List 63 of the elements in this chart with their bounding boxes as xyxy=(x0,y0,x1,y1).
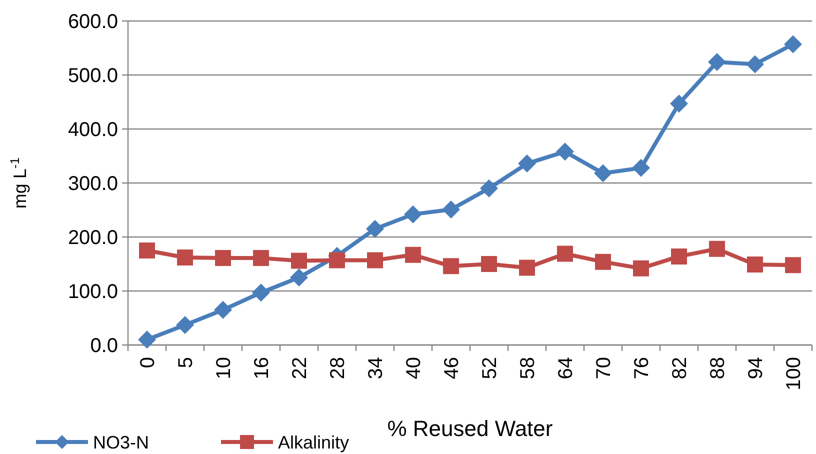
y-tick-label: 400.0 xyxy=(68,119,118,141)
point xyxy=(329,252,345,268)
point xyxy=(481,256,497,272)
point xyxy=(480,179,498,198)
y-tick-label: 100.0 xyxy=(68,281,118,303)
point xyxy=(518,154,536,173)
point xyxy=(138,330,156,349)
point xyxy=(253,250,269,266)
y-tick-label: 600.0 xyxy=(68,11,118,33)
point xyxy=(595,254,611,270)
x-tick-label: 52 xyxy=(479,357,501,380)
legend-label: Alkalinity xyxy=(278,432,350,452)
point xyxy=(291,252,307,269)
point xyxy=(785,257,801,274)
point xyxy=(708,53,726,72)
point xyxy=(252,284,270,302)
point xyxy=(784,35,802,54)
x-axis-title: % Reused Water xyxy=(387,416,553,441)
point xyxy=(177,250,193,266)
point xyxy=(709,240,725,257)
x-tick-label: 88 xyxy=(707,357,729,380)
point xyxy=(519,260,535,276)
y-tick-label: 300.0 xyxy=(68,173,118,195)
x-tick-label: 100 xyxy=(783,357,805,390)
legend-label: NO3-N xyxy=(93,432,150,452)
x-tick-label: 76 xyxy=(631,357,653,380)
point xyxy=(139,242,155,258)
point xyxy=(404,205,422,224)
point xyxy=(670,94,688,113)
point xyxy=(633,260,649,276)
point xyxy=(405,246,421,263)
point xyxy=(632,158,650,177)
x-tick-label: 40 xyxy=(403,357,425,380)
x-tick-label: 94 xyxy=(745,357,767,380)
x-tick-label: 28 xyxy=(327,357,349,380)
point xyxy=(557,246,573,262)
x-tick-label: 16 xyxy=(251,357,273,380)
point xyxy=(443,258,459,274)
x-tick-label: 82 xyxy=(669,357,691,380)
x-tick-label: 46 xyxy=(441,357,463,380)
point xyxy=(442,200,460,218)
x-tick-label: 10 xyxy=(213,357,235,380)
x-tick-label: 70 xyxy=(593,357,615,380)
x-tick-label: 34 xyxy=(365,357,387,380)
x-tick-label: 22 xyxy=(289,357,311,380)
point xyxy=(366,220,384,238)
point xyxy=(367,252,383,268)
point xyxy=(214,300,232,319)
point xyxy=(215,250,231,266)
point xyxy=(747,256,763,273)
point xyxy=(671,248,687,264)
point xyxy=(594,164,612,182)
x-tick-label: 5 xyxy=(175,357,197,368)
y-tick-label: 200.0 xyxy=(68,227,118,249)
y-tick-label: 500.0 xyxy=(68,65,118,87)
point xyxy=(746,55,764,74)
x-tick-label: 58 xyxy=(517,357,539,380)
point xyxy=(176,316,194,334)
x-tick-label: 64 xyxy=(555,357,577,380)
y-tick-label: 0.0 xyxy=(90,335,118,357)
point xyxy=(556,142,574,161)
point xyxy=(290,268,308,286)
x-tick-label: 0 xyxy=(137,357,159,368)
